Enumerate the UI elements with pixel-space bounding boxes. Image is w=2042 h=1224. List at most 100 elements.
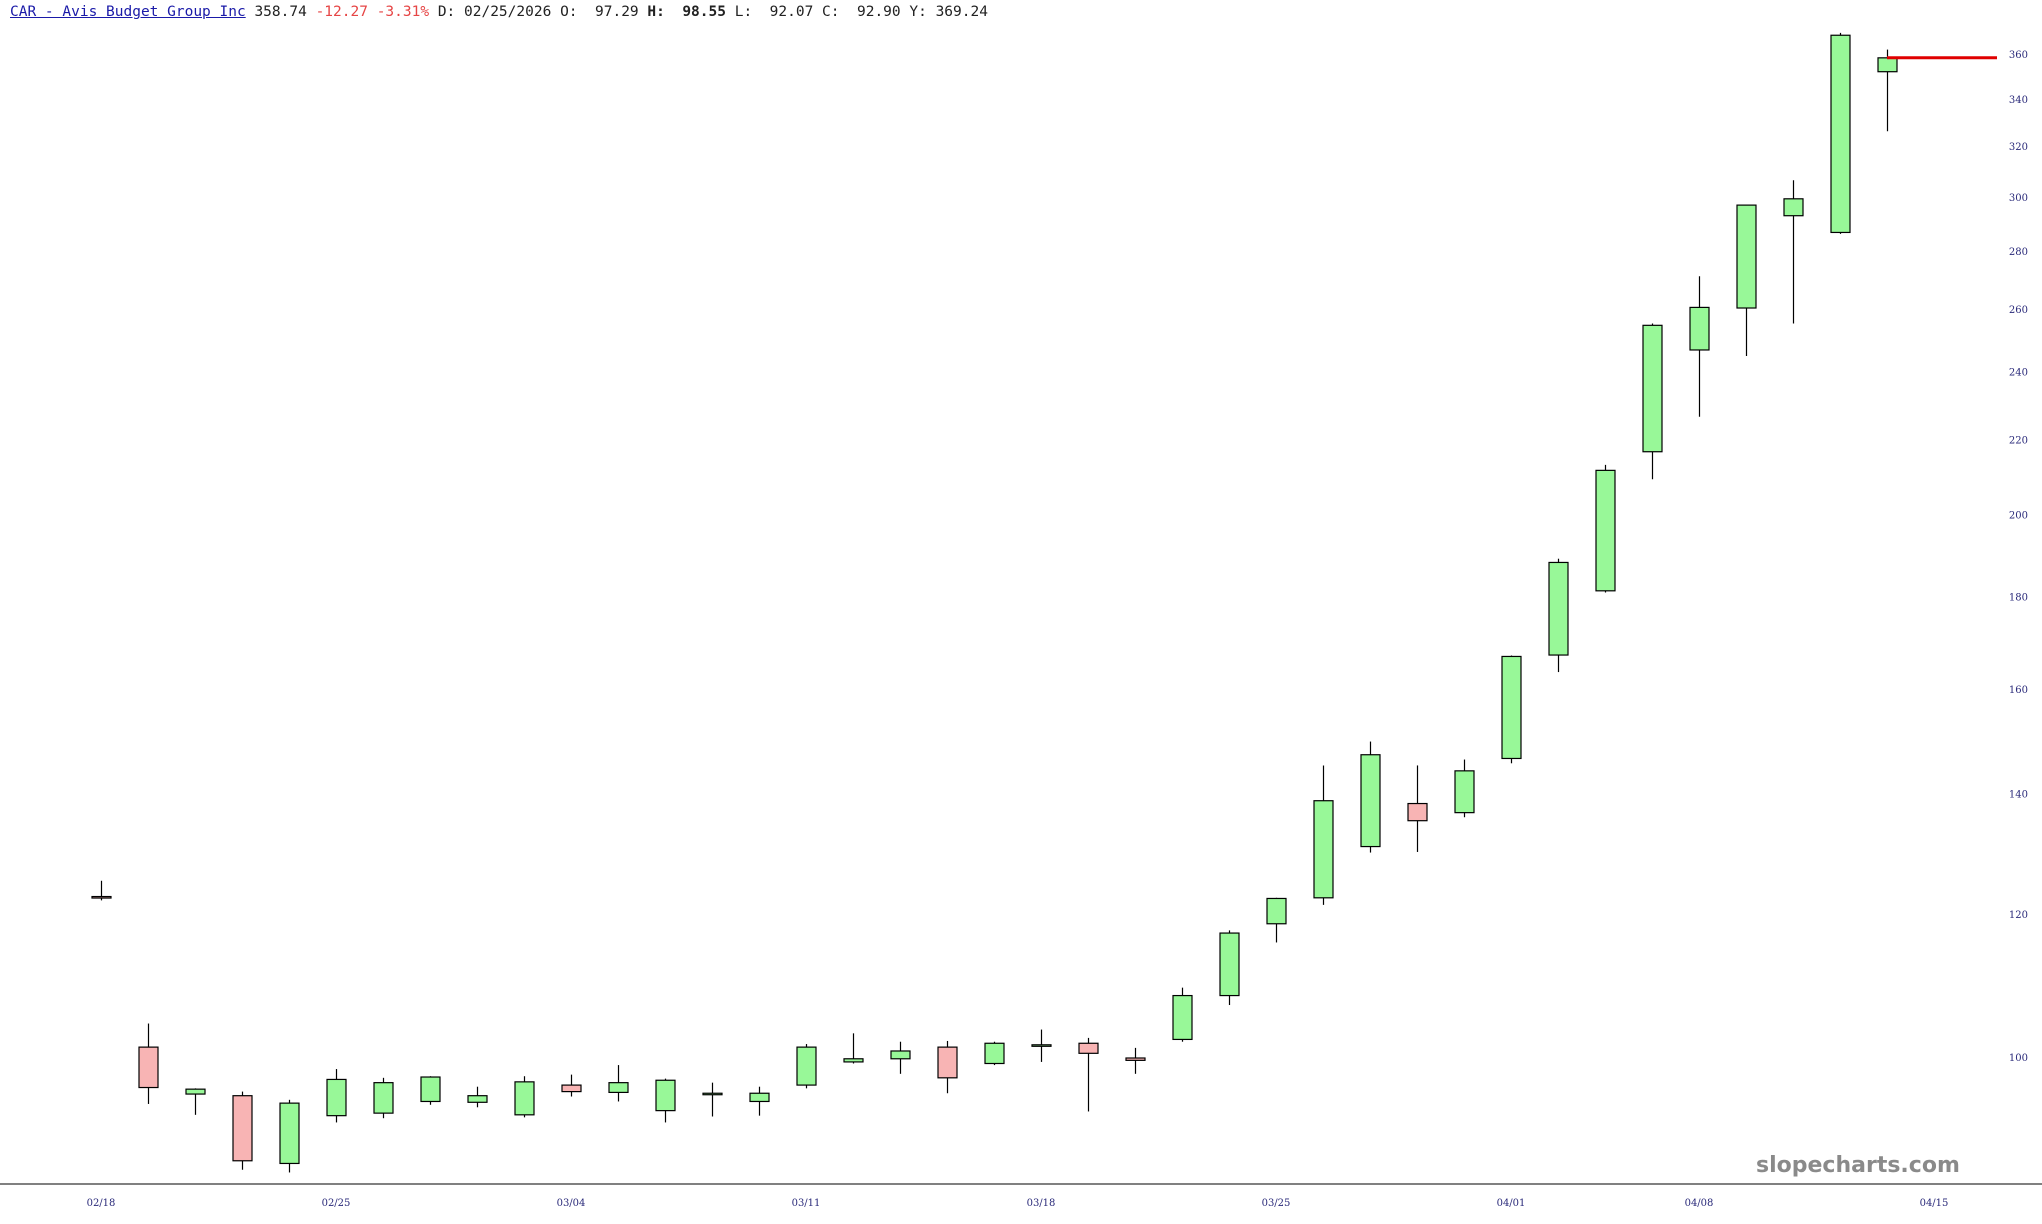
x-tick-label: 03/18 <box>1027 1198 1056 1209</box>
open-value: 97.29 <box>595 4 639 20</box>
candle[interactable] <box>1125 1047 1146 1074</box>
x-tick-label: 03/25 <box>1262 1198 1291 1209</box>
y-tick-label: 280 <box>2009 247 2028 258</box>
y-tick-label: 180 <box>2009 593 2028 604</box>
candle-body-up <box>514 1081 535 1116</box>
x-tick-label: 02/25 <box>322 1198 351 1209</box>
y-tick-label: 120 <box>2009 910 2028 921</box>
candle-body-up <box>1360 754 1381 848</box>
candle-body-up <box>326 1078 347 1117</box>
candle[interactable] <box>232 1091 253 1170</box>
price-change-percent: -3.31% <box>376 4 430 20</box>
date-label: D: <box>437 4 456 20</box>
candle[interactable] <box>1783 180 1804 324</box>
candle[interactable] <box>1877 49 1898 132</box>
candle[interactable] <box>1266 897 1287 943</box>
candle-body-up <box>420 1076 441 1103</box>
candle[interactable] <box>279 1099 300 1173</box>
candle[interactable] <box>796 1044 817 1089</box>
candle[interactable] <box>1313 765 1334 905</box>
candle[interactable] <box>561 1074 582 1097</box>
candle[interactable] <box>1736 204 1757 357</box>
watermark: slopecharts.com <box>1756 1153 1960 1178</box>
y-tick-label: 340 <box>2009 95 2028 106</box>
candle-body-down <box>937 1046 958 1079</box>
candle[interactable] <box>91 880 112 901</box>
candle[interactable] <box>138 1023 159 1104</box>
y-tick-label: 260 <box>2009 305 2028 316</box>
candle-body-down <box>138 1046 159 1089</box>
candle[interactable] <box>1830 32 1851 234</box>
candle-body-up <box>185 1088 206 1095</box>
candle-body-up <box>373 1082 394 1114</box>
candle-body-down <box>1407 802 1428 822</box>
x-axis: 02/18 02/25 03/04 03/11 03/18 03/25 04/01 04/08… <box>0 1183 2042 1209</box>
candle-body-up <box>1172 994 1193 1041</box>
x-tick-label: 04/08 <box>1685 1198 1714 1209</box>
candle[interactable] <box>702 1082 723 1117</box>
candle[interactable] <box>420 1076 441 1105</box>
y-tick-label: 100 <box>2009 1053 2028 1064</box>
candle-body-up <box>1219 932 1240 997</box>
candle-body-up <box>1877 57 1898 73</box>
high-label: H: <box>647 4 665 20</box>
candles-group <box>91 32 1898 1173</box>
candle[interactable] <box>514 1076 535 1118</box>
y-value: 369.24 <box>935 4 988 20</box>
candle[interactable] <box>1078 1037 1099 1112</box>
candle-body-down <box>232 1095 253 1162</box>
y-tick-label: 300 <box>2009 193 2028 204</box>
candle-body-up <box>1783 198 1804 217</box>
candle[interactable] <box>1219 930 1240 1006</box>
candle-body-up <box>1830 34 1851 234</box>
candle[interactable] <box>467 1086 488 1108</box>
candle[interactable] <box>1642 323 1663 480</box>
candle[interactable] <box>1031 1029 1052 1062</box>
x-tick-label: 04/15 <box>1920 1198 1949 1209</box>
candle[interactable] <box>608 1065 629 1102</box>
candle[interactable] <box>373 1077 394 1119</box>
candle-body-up <box>655 1079 676 1112</box>
candle-body-up <box>1689 306 1710 351</box>
candle[interactable] <box>749 1086 770 1116</box>
candle[interactable] <box>984 1041 1005 1066</box>
candle-body-up <box>1454 770 1475 814</box>
candle[interactable] <box>326 1069 347 1123</box>
candle[interactable] <box>1689 276 1710 417</box>
low-value: 92.07 <box>769 4 814 20</box>
candle[interactable] <box>1595 464 1616 593</box>
candle-body-down <box>561 1084 582 1093</box>
candle-body-up <box>1313 800 1334 899</box>
candle[interactable] <box>890 1041 911 1074</box>
candle[interactable] <box>185 1088 206 1115</box>
candle[interactable] <box>937 1040 958 1094</box>
candle-body-up <box>702 1092 723 1096</box>
candle-body-down <box>91 895 112 899</box>
candle[interactable] <box>1548 558 1569 673</box>
candle[interactable] <box>1454 759 1475 818</box>
candle[interactable] <box>1172 987 1193 1042</box>
candle[interactable] <box>655 1078 676 1123</box>
candle-body-up <box>1266 897 1287 925</box>
candle-body-up <box>984 1042 1005 1065</box>
candle-body-up <box>1031 1044 1052 1047</box>
y-tick-label: 160 <box>2009 685 2028 696</box>
symbol-link[interactable]: CAR - Avis Budget Group Inc <box>10 4 246 20</box>
candle-body-up <box>279 1102 300 1165</box>
open-label: O: <box>560 4 578 20</box>
candle-body-up <box>1548 561 1569 656</box>
candle[interactable] <box>843 1033 864 1064</box>
y-tick-label: 360 <box>2009 50 2028 61</box>
x-tick-label: 03/11 <box>792 1198 821 1209</box>
y-tick-label: 240 <box>2009 367 2028 378</box>
x-tick-label: 03/04 <box>557 1198 586 1209</box>
candle[interactable] <box>1360 741 1381 853</box>
candle[interactable] <box>1501 655 1522 764</box>
candle-body-up <box>749 1092 770 1103</box>
y-label: Y: <box>909 4 927 20</box>
high-value: 98.55 <box>682 4 726 20</box>
x-tick-label: 04/01 <box>1497 1198 1526 1209</box>
candle[interactable] <box>1407 765 1428 852</box>
candle-body-down <box>1125 1057 1146 1061</box>
